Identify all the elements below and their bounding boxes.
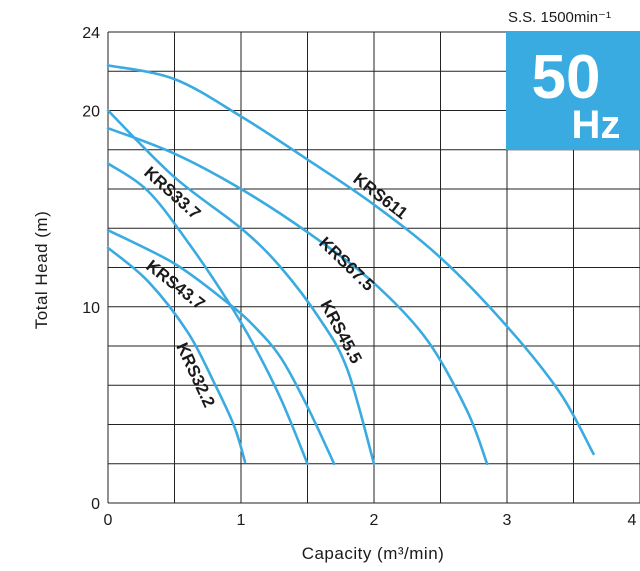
curve-label-krs32-2: KRS32.2 [172, 340, 218, 411]
curve-krs33-7 [106, 162, 309, 466]
curve-krs43-7 [106, 228, 336, 466]
y-tick-label: 0 [91, 496, 100, 513]
x-tick-label: 3 [503, 512, 512, 529]
speed-label: S.S. 1500min⁻¹ [508, 9, 611, 26]
x-tick-label: 1 [237, 512, 246, 529]
curve-krs45-5 [106, 109, 376, 466]
curve-label-krs611: KRS611 [350, 169, 412, 223]
x-tick-label: 0 [104, 512, 113, 529]
frequency-unit: Hz [572, 103, 621, 147]
curve-krs611 [106, 64, 595, 456]
curve-label-krs67-5: KRS67.5 [315, 233, 378, 295]
y-axis-title: Total Head (m) [32, 211, 51, 329]
performance-curves [106, 64, 595, 466]
frequency-badge-bg [506, 32, 640, 150]
y-tick-label: 24 [82, 25, 100, 42]
frequency-badge: 50 Hz [506, 32, 640, 150]
x-tick-label: 2 [370, 512, 379, 529]
y-tick-labels: 0 10 20 24 [82, 25, 100, 513]
y-tick-label: 10 [82, 300, 100, 317]
x-axis-title: Capacity (m³/min) [302, 544, 445, 563]
x-tick-label: 4 [628, 512, 637, 529]
curve-krs32-2 [106, 246, 247, 464]
curve-krs67-5 [106, 126, 489, 466]
frequency-value: 50 [532, 43, 601, 112]
x-tick-labels: 0 1 2 3 4 [104, 512, 637, 529]
y-tick-label: 20 [82, 104, 100, 121]
